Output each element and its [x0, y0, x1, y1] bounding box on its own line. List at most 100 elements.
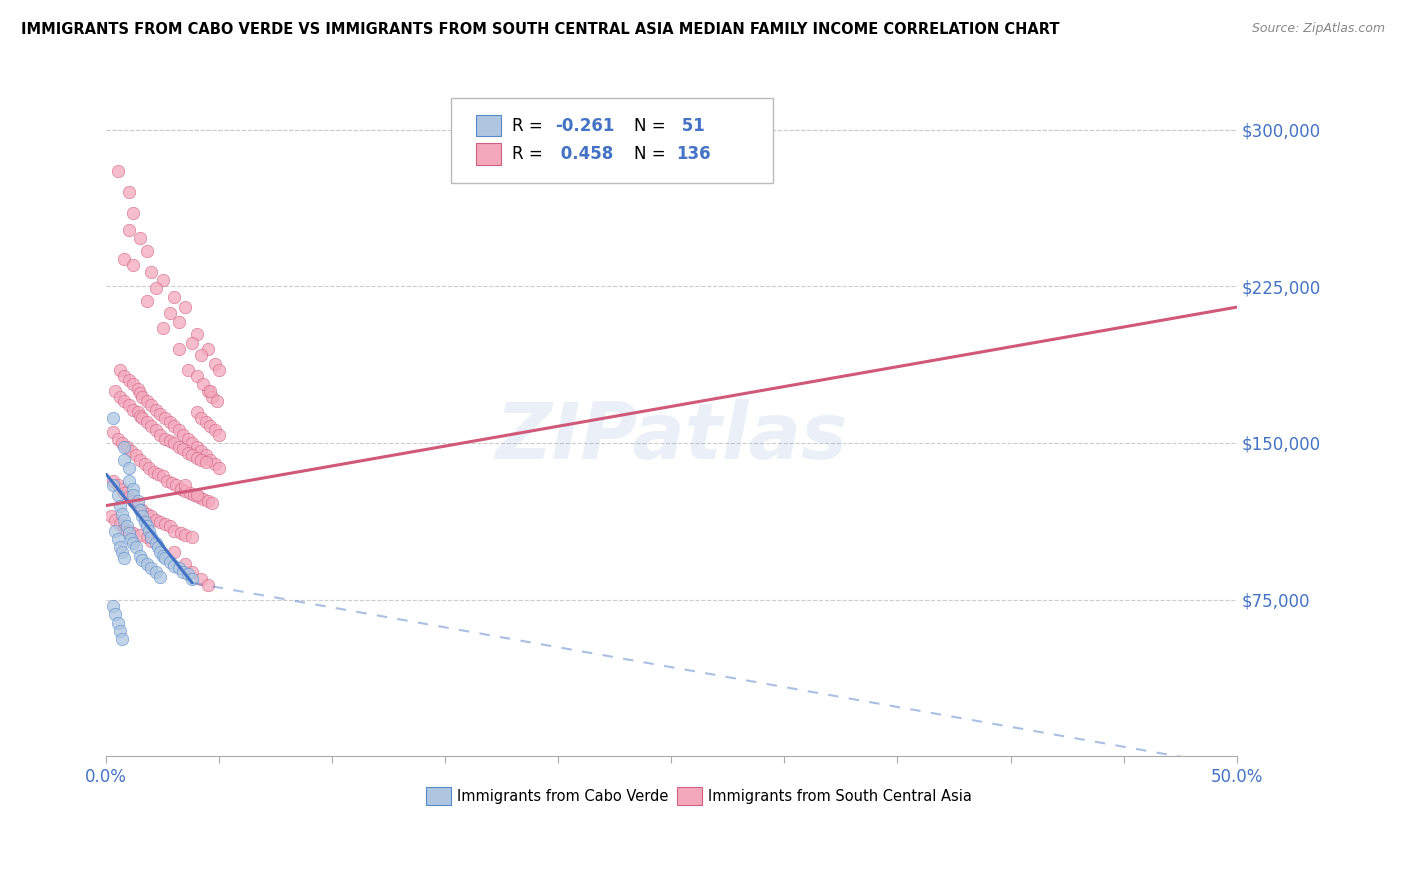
Point — [118, 186, 141, 200]
Point — [131, 553, 153, 567]
Point — [163, 559, 186, 574]
Point — [167, 440, 190, 454]
Point — [107, 532, 129, 546]
Point — [142, 465, 165, 479]
Point — [163, 544, 186, 558]
Point — [176, 363, 198, 377]
Text: R =: R = — [512, 145, 548, 163]
Point — [122, 525, 145, 540]
Point — [208, 363, 231, 377]
Text: Immigrants from Cabo Verde: Immigrants from Cabo Verde — [457, 789, 668, 804]
Point — [163, 524, 186, 538]
FancyBboxPatch shape — [475, 144, 501, 165]
Point — [111, 482, 134, 496]
Point — [107, 477, 129, 491]
Point — [197, 494, 219, 508]
Point — [112, 440, 135, 454]
Point — [190, 348, 212, 362]
Point — [136, 415, 159, 429]
Point — [176, 567, 198, 582]
Point — [145, 536, 167, 550]
Point — [107, 488, 129, 502]
Point — [122, 536, 145, 550]
Point — [153, 550, 176, 565]
Point — [160, 475, 183, 490]
Point — [141, 398, 163, 412]
Text: 136: 136 — [676, 145, 710, 163]
Point — [181, 449, 204, 463]
Point — [174, 528, 197, 542]
Point — [170, 482, 193, 496]
Point — [201, 496, 224, 510]
Point — [176, 446, 198, 460]
Point — [112, 252, 135, 267]
Point — [104, 384, 127, 398]
Point — [104, 524, 127, 538]
Point — [131, 410, 153, 425]
Point — [197, 578, 219, 592]
Point — [201, 390, 224, 404]
Point — [120, 444, 142, 458]
Point — [204, 357, 226, 371]
Text: N =: N = — [634, 117, 671, 135]
Point — [179, 486, 201, 500]
Text: Immigrants from South Central Asia: Immigrants from South Central Asia — [707, 789, 972, 804]
Point — [107, 432, 129, 446]
Text: -0.261: -0.261 — [555, 117, 614, 135]
Point — [167, 561, 190, 575]
Point — [129, 385, 152, 400]
Point — [141, 534, 163, 549]
Point — [186, 450, 208, 465]
Point — [153, 410, 176, 425]
Point — [108, 363, 131, 377]
Point — [149, 544, 172, 558]
Point — [122, 377, 145, 392]
Point — [167, 423, 190, 437]
Point — [163, 419, 186, 434]
Point — [152, 469, 174, 483]
Point — [101, 425, 124, 440]
Text: N =: N = — [634, 145, 671, 163]
Point — [118, 373, 141, 387]
Point — [172, 442, 194, 457]
Text: ZIPatlas: ZIPatlas — [495, 400, 848, 475]
Point — [112, 369, 135, 384]
Point — [120, 532, 142, 546]
Point — [136, 293, 159, 308]
Point — [115, 440, 138, 454]
Point — [122, 482, 145, 496]
Point — [136, 507, 159, 521]
FancyBboxPatch shape — [426, 788, 451, 805]
Point — [194, 449, 217, 463]
Point — [153, 432, 176, 446]
Point — [122, 206, 145, 220]
Point — [152, 549, 174, 563]
Point — [136, 557, 159, 571]
Point — [167, 315, 190, 329]
Point — [122, 402, 145, 417]
Point — [118, 223, 141, 237]
Point — [129, 231, 152, 245]
Point — [174, 477, 197, 491]
Point — [190, 572, 212, 586]
Point — [136, 530, 159, 544]
FancyBboxPatch shape — [451, 98, 773, 183]
Point — [134, 457, 156, 471]
Point — [186, 488, 208, 502]
Point — [181, 436, 204, 450]
Point — [118, 461, 141, 475]
Point — [200, 384, 222, 398]
Point — [186, 327, 208, 342]
Point — [131, 502, 153, 516]
Point — [112, 486, 135, 500]
Point — [197, 384, 219, 398]
Text: 0.458: 0.458 — [555, 145, 613, 163]
Point — [129, 528, 152, 542]
Point — [115, 519, 138, 533]
Point — [124, 449, 146, 463]
Point — [107, 615, 129, 630]
Point — [111, 632, 134, 647]
Point — [111, 436, 134, 450]
Point — [183, 488, 205, 502]
Point — [122, 488, 145, 502]
